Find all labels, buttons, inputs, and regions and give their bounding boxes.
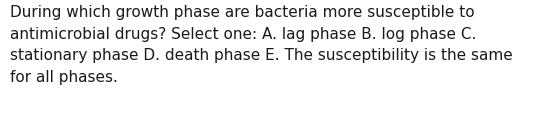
Text: During which growth phase are bacteria more susceptible to
antimicrobial drugs? : During which growth phase are bacteria m… [10,5,513,85]
